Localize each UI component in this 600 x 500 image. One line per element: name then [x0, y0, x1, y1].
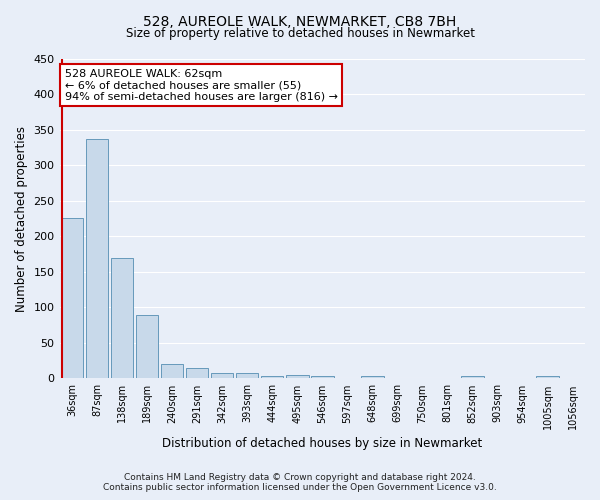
Text: Size of property relative to detached houses in Newmarket: Size of property relative to detached ho… — [125, 28, 475, 40]
Bar — [236, 373, 259, 378]
Bar — [536, 376, 559, 378]
X-axis label: Distribution of detached houses by size in Newmarket: Distribution of detached houses by size … — [162, 437, 482, 450]
Bar — [461, 376, 484, 378]
Bar — [311, 376, 334, 378]
Bar — [161, 364, 184, 378]
Bar — [261, 376, 283, 378]
Bar — [61, 218, 83, 378]
Bar — [86, 138, 109, 378]
Text: 528 AUREOLE WALK: 62sqm
← 6% of detached houses are smaller (55)
94% of semi-det: 528 AUREOLE WALK: 62sqm ← 6% of detached… — [65, 68, 338, 102]
Bar — [186, 368, 208, 378]
Text: 528, AUREOLE WALK, NEWMARKET, CB8 7BH: 528, AUREOLE WALK, NEWMARKET, CB8 7BH — [143, 15, 457, 29]
Bar — [286, 375, 308, 378]
Bar — [136, 316, 158, 378]
Text: Contains HM Land Registry data © Crown copyright and database right 2024.
Contai: Contains HM Land Registry data © Crown c… — [103, 473, 497, 492]
Bar — [211, 374, 233, 378]
Y-axis label: Number of detached properties: Number of detached properties — [15, 126, 28, 312]
Bar — [361, 376, 383, 378]
Bar — [111, 258, 133, 378]
